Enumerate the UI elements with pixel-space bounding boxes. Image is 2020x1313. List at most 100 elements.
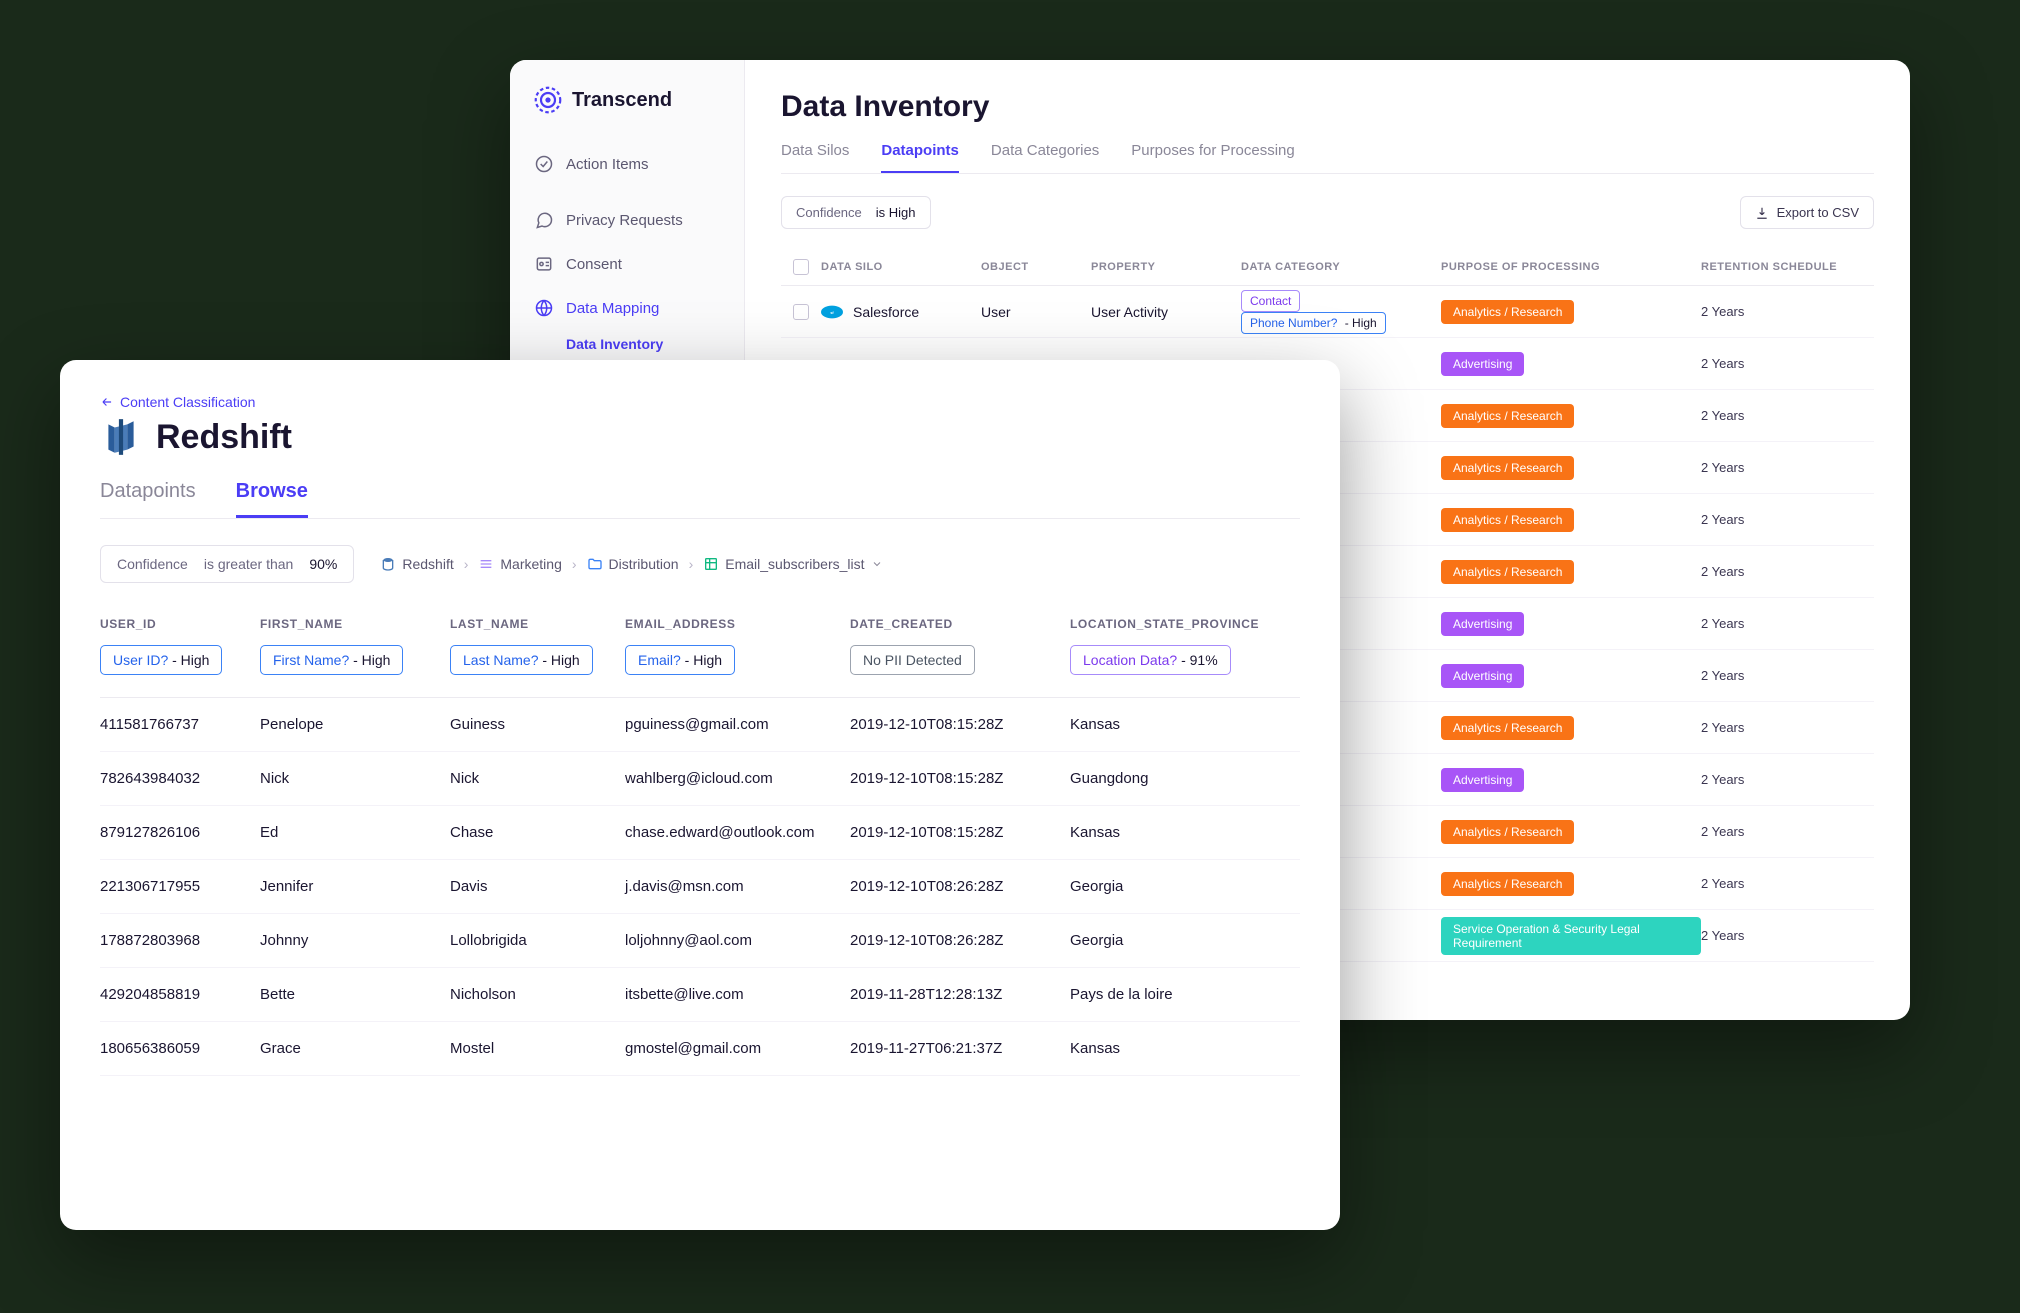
sidebar-item-consent[interactable]: Consent bbox=[510, 242, 744, 286]
first-name-cell: Johnny bbox=[260, 932, 450, 949]
table-header: USER_ID FIRST_NAME LAST_NAME EMAIL_ADDRE… bbox=[100, 609, 1300, 645]
first-name-cell: Penelope bbox=[260, 716, 450, 733]
purpose-badge[interactable]: Advertising bbox=[1441, 664, 1524, 688]
user-id-cell: 178872803968 bbox=[100, 932, 260, 949]
confidence-filter[interactable]: Confidence is High bbox=[781, 196, 931, 229]
chat-icon bbox=[534, 210, 554, 230]
sidebar-item-action-items[interactable]: Action Items bbox=[510, 142, 744, 186]
back-link-label: Content Classification bbox=[120, 394, 255, 410]
row-checkbox[interactable] bbox=[793, 304, 809, 320]
email-cell: chase.edward@outlook.com bbox=[625, 824, 850, 841]
email-cell: pguiness@gmail.com bbox=[625, 716, 850, 733]
breadcrumb-distribution[interactable]: Distribution bbox=[587, 556, 679, 572]
purpose-badge[interactable]: Advertising bbox=[1441, 352, 1524, 376]
purpose-badge[interactable]: Advertising bbox=[1441, 612, 1524, 636]
nav-label: Action Items bbox=[566, 156, 649, 173]
date-cell: 2019-11-28T12:28:13Z bbox=[850, 986, 1070, 1003]
last-name-cell: Nick bbox=[450, 770, 625, 787]
brand-logo[interactable]: Transcend bbox=[510, 86, 744, 142]
col-object: OBJECT bbox=[981, 261, 1091, 273]
breadcrumb-redshift[interactable]: Redshift bbox=[380, 556, 453, 572]
property-cell: User Activity bbox=[1091, 304, 1241, 320]
silo-name: Salesforce bbox=[853, 304, 919, 320]
sidebar-sub-data-inventory[interactable]: Data Inventory bbox=[510, 330, 744, 358]
retention-cell: 2 Years bbox=[1701, 668, 1874, 683]
user-id-tag[interactable]: User ID? - High bbox=[100, 645, 222, 675]
col-last-name: LAST_NAME bbox=[450, 617, 625, 631]
retention-cell: 2 Years bbox=[1701, 876, 1874, 891]
tab-data-silos[interactable]: Data Silos bbox=[781, 142, 849, 173]
sidebar-item-privacy-requests[interactable]: Privacy Requests bbox=[510, 186, 744, 242]
email-cell: loljohnny@aol.com bbox=[625, 932, 850, 949]
purpose-badge[interactable]: Analytics / Research bbox=[1441, 404, 1574, 428]
tab-purposes[interactable]: Purposes for Processing bbox=[1131, 142, 1294, 173]
email-tag[interactable]: Email? - High bbox=[625, 645, 735, 675]
date-cell: 2019-12-10T08:15:28Z bbox=[850, 770, 1070, 787]
email-cell: itsbette@live.com bbox=[625, 986, 850, 1003]
breadcrumb-marketing[interactable]: Marketing bbox=[478, 556, 561, 572]
export-csv-button[interactable]: Export to CSV bbox=[1740, 196, 1874, 229]
last-name-cell: Nicholson bbox=[450, 986, 625, 1003]
sidebar-item-data-mapping[interactable]: Data Mapping bbox=[510, 286, 744, 330]
table-row[interactable]: 180656386059GraceMostelgmostel@gmail.com… bbox=[100, 1022, 1300, 1076]
tab-datapoints[interactable]: Datapoints bbox=[881, 142, 959, 173]
tab-datapoints[interactable]: Datapoints bbox=[100, 480, 196, 518]
filter-field: Confidence bbox=[796, 205, 862, 220]
breadcrumb-label: Distribution bbox=[609, 556, 679, 572]
table-row[interactable]: 782643984032NickNickwahlberg@icloud.com2… bbox=[100, 752, 1300, 806]
purpose-cell: Analytics / Research bbox=[1441, 456, 1701, 480]
first-name-cell: Bette bbox=[260, 986, 450, 1003]
purpose-badge[interactable]: Analytics / Research bbox=[1441, 716, 1574, 740]
location-cell: Kansas bbox=[1070, 716, 1300, 733]
table-row[interactable]: 411581766737PenelopeGuinesspguiness@gmai… bbox=[100, 698, 1300, 752]
location-tag[interactable]: Location Data? - 91% bbox=[1070, 645, 1231, 675]
table-row[interactable]: 178872803968JohnnyLollobrigidaloljohnny@… bbox=[100, 914, 1300, 968]
retention-cell: 2 Years bbox=[1701, 408, 1874, 423]
location-cell: Kansas bbox=[1070, 824, 1300, 841]
consent-icon bbox=[534, 254, 554, 274]
col-date-created: DATE_CREATED bbox=[850, 617, 1070, 631]
purpose-badge[interactable]: Analytics / Research bbox=[1441, 456, 1574, 480]
breadcrumb-file[interactable]: Email_subscribers_list bbox=[703, 556, 882, 572]
date-cell: 2019-12-10T08:26:28Z bbox=[850, 878, 1070, 895]
table-row[interactable]: 221306717955JenniferDavisj.davis@msn.com… bbox=[100, 860, 1300, 914]
purpose-cell: Advertising bbox=[1441, 664, 1701, 688]
tab-browse[interactable]: Browse bbox=[236, 480, 308, 518]
filter-value: 90% bbox=[309, 556, 337, 572]
tab-data-categories[interactable]: Data Categories bbox=[991, 142, 1099, 173]
transcend-logo-icon bbox=[534, 86, 562, 114]
user-id-cell: 429204858819 bbox=[100, 986, 260, 1003]
table-row[interactable]: sfSalesforceUserUser ActivityContactPhon… bbox=[781, 286, 1874, 338]
no-pii-tag[interactable]: No PII Detected bbox=[850, 645, 975, 675]
purpose-badge[interactable]: Analytics / Research bbox=[1441, 560, 1574, 584]
category-badge[interactable]: Contact bbox=[1241, 290, 1300, 312]
user-id-cell: 782643984032 bbox=[100, 770, 260, 787]
purpose-badge[interactable]: Analytics / Research bbox=[1441, 820, 1574, 844]
nav-label: Privacy Requests bbox=[566, 212, 683, 229]
purpose-badge[interactable]: Advertising bbox=[1441, 768, 1524, 792]
purpose-badge[interactable]: Analytics / Research bbox=[1441, 300, 1574, 324]
user-id-cell: 180656386059 bbox=[100, 1040, 260, 1057]
nav-label: Consent bbox=[566, 256, 622, 273]
tabs: Data Silos Datapoints Data Categories Pu… bbox=[781, 142, 1874, 174]
col-data-silo: DATA SILO bbox=[821, 261, 981, 273]
chevron-right-icon: › bbox=[464, 556, 469, 572]
col-property: PROPERTY bbox=[1091, 261, 1241, 273]
purpose-badge[interactable]: Analytics / Research bbox=[1441, 872, 1574, 896]
back-link[interactable]: Content Classification bbox=[100, 394, 255, 410]
confidence-filter[interactable]: Confidence is greater than 90% bbox=[100, 545, 354, 583]
last-name-cell: Guiness bbox=[450, 716, 625, 733]
purpose-badge[interactable]: Service Operation & Security Legal Requi… bbox=[1441, 917, 1701, 955]
purpose-cell: Analytics / Research bbox=[1441, 508, 1701, 532]
last-name-tag[interactable]: Last Name? - High bbox=[450, 645, 593, 675]
date-cell: 2019-11-27T06:21:37Z bbox=[850, 1040, 1070, 1057]
table-row[interactable]: 879127826106EdChasechase.edward@outlook.… bbox=[100, 806, 1300, 860]
retention-cell: 2 Years bbox=[1701, 772, 1874, 787]
purpose-badge[interactable]: Analytics / Research bbox=[1441, 508, 1574, 532]
purpose-cell: Analytics / Research bbox=[1441, 716, 1701, 740]
first-name-tag[interactable]: First Name? - High bbox=[260, 645, 403, 675]
select-all-checkbox[interactable] bbox=[793, 259, 809, 275]
category-badge[interactable]: Phone Number? - High bbox=[1241, 312, 1386, 334]
filter-row: Confidence is greater than 90% Redshift … bbox=[100, 545, 1300, 583]
table-row[interactable]: 429204858819BetteNicholsonitsbette@live.… bbox=[100, 968, 1300, 1022]
